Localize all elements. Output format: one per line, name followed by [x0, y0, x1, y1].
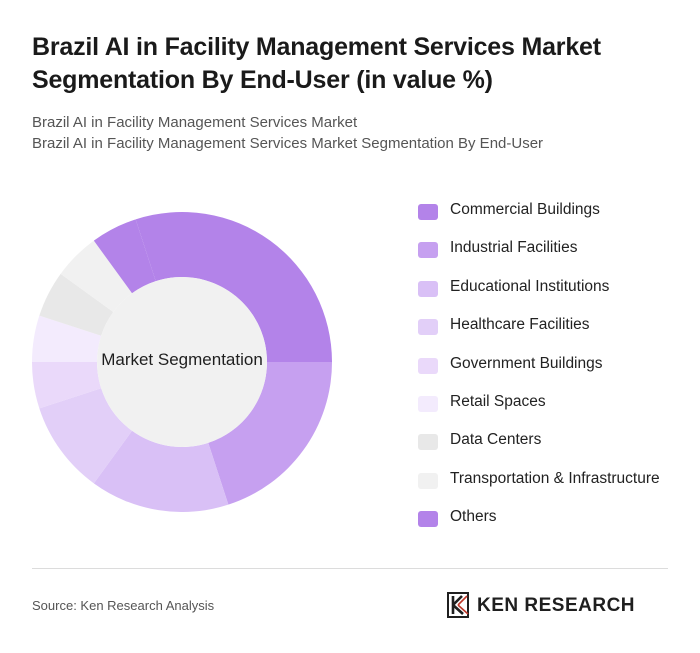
- legend-label: Industrial Facilities: [450, 239, 578, 257]
- logo-text: KEN RESEARCH: [477, 595, 636, 616]
- source-note: Source: Ken Research Analysis: [32, 598, 215, 613]
- legend-label: Data Centers: [450, 431, 542, 449]
- legend-swatch: [418, 434, 438, 451]
- donut-slice-commercial-buildings[interactable]: [135, 212, 332, 362]
- legend-label: Healthcare Facilities: [450, 316, 590, 334]
- donut-slice-government-buildings[interactable]: [32, 362, 102, 409]
- chart-subtitle-2: Brazil AI in Facility Management Service…: [32, 135, 544, 152]
- legend-label: Educational Institutions: [450, 277, 610, 295]
- donut-slice-data-centers[interactable]: [39, 273, 114, 336]
- legend-label: Others: [450, 508, 497, 526]
- legend-swatch: [418, 280, 438, 297]
- legend-item-retail-spaces[interactable]: Retail Spaces: [418, 391, 688, 429]
- legend-label: Commercial Buildings: [450, 201, 600, 218]
- chart-legend: Commercial Buildings Industrial Facilitie…: [418, 199, 688, 545]
- legend-item-transportation-infrastructure[interactable]: Transportation & Infrastructure: [418, 468, 688, 506]
- legend-item-government-buildings[interactable]: Government Buildings: [418, 353, 688, 391]
- donut-slice-industrial-facilities[interactable]: [208, 362, 332, 505]
- legend-swatch: [418, 242, 438, 259]
- donut-chart-svg: [32, 212, 332, 512]
- footer-divider: [32, 568, 668, 569]
- legend-item-healthcare-facilities[interactable]: Healthcare Facilities: [418, 314, 688, 352]
- ken-research-logo: KEN RESEARCH: [447, 592, 672, 620]
- legend-item-educational-institutions[interactable]: Educational Institutions: [418, 276, 688, 314]
- chart-subtitle-1: Brazil AI in Facility Management Service…: [32, 114, 358, 131]
- ken-research-logo-icon: [447, 592, 469, 618]
- legend-swatch: [418, 472, 438, 489]
- legend-label: Transportation & Infrastructure: [450, 469, 660, 487]
- legend-swatch: [418, 319, 438, 336]
- chart-title: Brazil AI in Facility Management Service…: [32, 33, 601, 94]
- legend-label: Government Buildings: [450, 354, 603, 372]
- legend-label: Retail Spaces: [450, 392, 546, 410]
- donut-slice-educational-institutions[interactable]: [93, 430, 229, 512]
- legend-swatch: [418, 511, 438, 528]
- donut-slice-healthcare-facilities[interactable]: [39, 388, 133, 484]
- legend-swatch: [418, 204, 438, 220]
- donut-slice-transportation-infrastructure[interactable]: [60, 240, 133, 313]
- donut-hole: [97, 277, 267, 447]
- donut-slice-others[interactable]: [93, 219, 156, 294]
- donut-slice-retail-spaces[interactable]: [32, 315, 102, 362]
- legend-item-commercial-buildings[interactable]: Commercial Buildings: [418, 199, 688, 237]
- legend-swatch: [418, 395, 438, 412]
- legend-item-data-centers[interactable]: Data Centers: [418, 429, 688, 467]
- legend-item-others[interactable]: Others: [418, 506, 688, 544]
- legend-item-industrial-facilities[interactable]: Industrial Facilities: [418, 237, 688, 275]
- legend-swatch: [418, 357, 438, 374]
- donut-chart: Market Segmentation: [32, 212, 332, 512]
